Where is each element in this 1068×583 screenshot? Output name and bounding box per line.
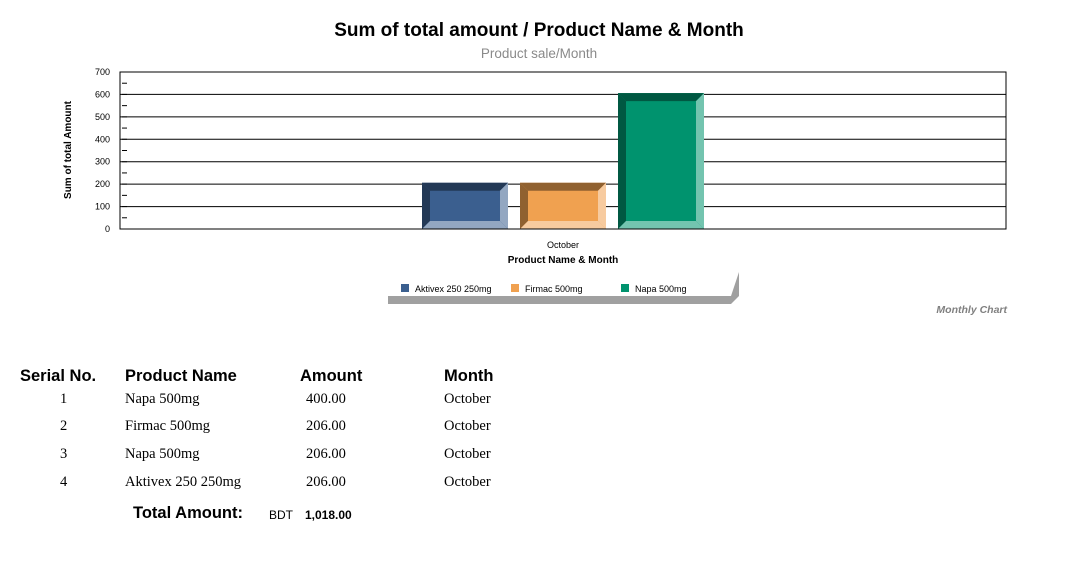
plot-area xyxy=(119,71,1007,230)
row-1-amount: 400.00 xyxy=(306,391,346,407)
row-2-product: Firmac 500mg xyxy=(125,418,210,434)
chart-footnote: Monthly Chart xyxy=(936,304,1007,316)
legend: Aktivex 250 250mg Firmac 500mg Napa 500mg xyxy=(388,272,739,304)
total-currency: BDT xyxy=(269,508,293,522)
row-1-serial: 1 xyxy=(60,391,68,407)
x-tick-label: October xyxy=(547,240,579,250)
y-tick-label-700: 700 xyxy=(95,67,110,77)
chart-title: Sum of total amount / Product Name & Mon… xyxy=(334,20,744,41)
y-axis-ticks: 0 100 200 300 400 500 600 700 xyxy=(95,67,127,234)
row-3-amount: 206.00 xyxy=(306,446,346,462)
legend-item-aktivex-250-250mg: Aktivex 250 250mg xyxy=(401,284,492,294)
row-4-product: Aktivex 250 250mg xyxy=(125,474,241,490)
row-2-month: October xyxy=(444,418,491,434)
y-tick-label-300: 300 xyxy=(95,157,110,167)
svg-text:Napa 500mg: Napa 500mg xyxy=(635,284,687,294)
bar-napa-500mg xyxy=(618,93,704,229)
legend-item-firmac-500mg: Firmac 500mg xyxy=(511,284,583,294)
svg-text:Firmac 500mg: Firmac 500mg xyxy=(525,284,583,294)
svg-text:Aktivex 250 250mg: Aktivex 250 250mg xyxy=(415,284,492,294)
bar-firmac-500mg xyxy=(520,182,606,229)
header-amount: Amount xyxy=(300,367,363,385)
legend-item-napa-500mg: Napa 500mg xyxy=(621,284,687,294)
header-serial: Serial No. xyxy=(20,367,97,385)
row-2-serial: 2 xyxy=(60,418,68,434)
chart-subtitle: Product sale/Month xyxy=(480,46,598,61)
y-tick-label-500: 500 xyxy=(95,112,110,122)
row-3-product: Napa 500mg xyxy=(125,446,200,462)
total-label: Total Amount: xyxy=(133,504,243,522)
row-4-amount: 206.00 xyxy=(306,474,346,490)
row-2-amount: 206.00 xyxy=(306,418,346,434)
row-1-month: October xyxy=(444,391,491,407)
header-month: Month xyxy=(444,367,494,385)
x-axis-title: Product Name & Month xyxy=(508,255,619,266)
y-tick-label-0: 0 xyxy=(105,224,110,234)
bars xyxy=(422,93,704,229)
row-3-serial: 3 xyxy=(60,446,68,462)
legend-box xyxy=(388,279,731,296)
total-value: 1,018.00 xyxy=(305,508,352,522)
row-4-serial: 4 xyxy=(60,474,68,490)
row-3-month: October xyxy=(444,446,491,462)
row-1-product: Napa 500mg xyxy=(125,391,200,407)
header-product-name: Product Name xyxy=(125,367,237,385)
bar-aktivex-250-250mg xyxy=(422,182,508,229)
row-4-month: October xyxy=(444,474,491,490)
y-tick-label-600: 600 xyxy=(95,89,110,99)
y-axis-title: Sum of total Amount xyxy=(63,100,74,199)
y-tick-label-100: 100 xyxy=(95,202,110,212)
y-tick-label-400: 400 xyxy=(95,134,110,144)
y-tick-label-200: 200 xyxy=(95,179,110,189)
